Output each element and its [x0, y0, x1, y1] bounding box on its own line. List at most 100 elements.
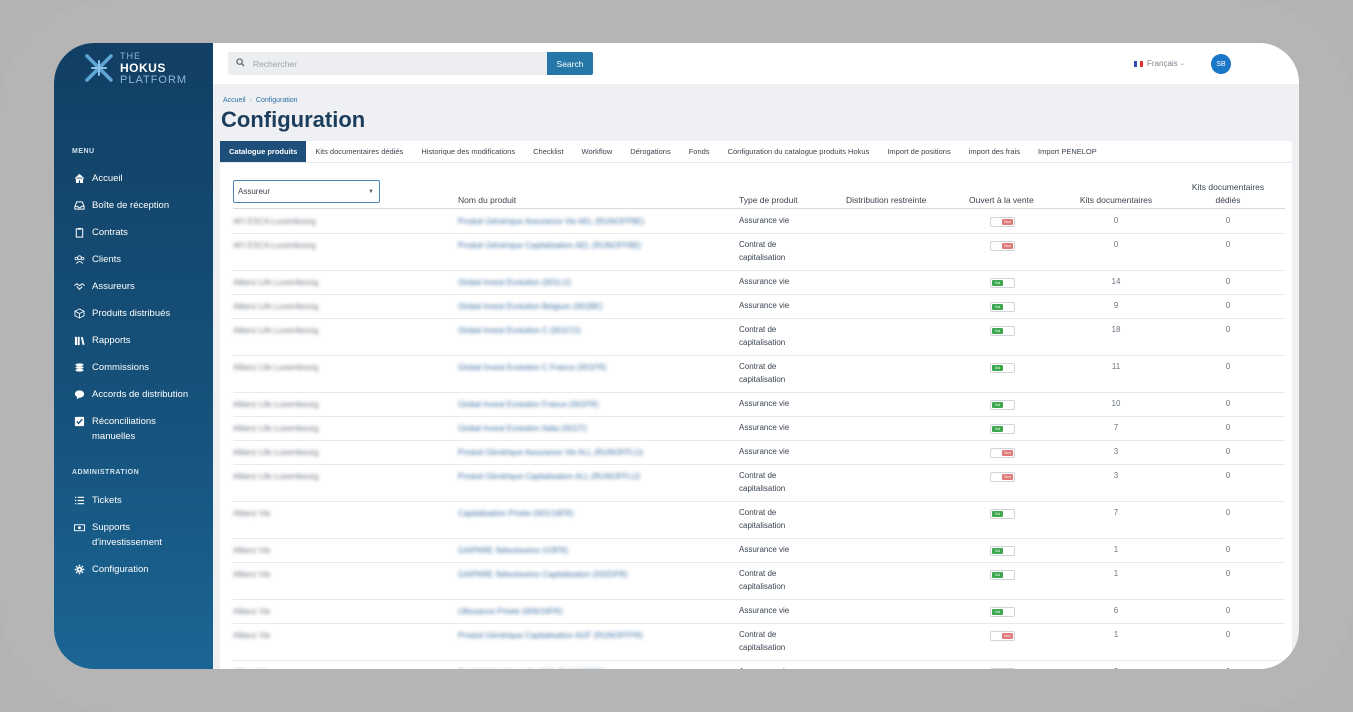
table-row[interactable]: Allianz Life Luxembourg Global Invest Evo…	[233, 319, 1285, 356]
tab-checklist[interactable]: Checklist	[533, 147, 564, 156]
header-ouvert-vente[interactable]: Ouvert à la vente	[969, 195, 1034, 205]
header-kits-dedies-line1[interactable]: Kits documentaires	[1191, 182, 1265, 192]
table-row[interactable]: Allianz Life Luxembourg Produit Générique…	[233, 465, 1285, 502]
table-row[interactable]: AFI ESCA Luxembourg Produit Générique Ass…	[233, 210, 1285, 234]
cell-product-name-link[interactable]: Produit Générique Assurance Vie AEL (RUN…	[458, 217, 645, 226]
breadcrumb-current[interactable]: Configuration	[255, 97, 298, 104]
table-row[interactable]: Allianz Life Luxembourg Produit Générique…	[233, 441, 1285, 465]
cell-product-name-link[interactable]: Produit Générique Capitalisation AGF (RU…	[458, 631, 643, 640]
table-row[interactable]: Allianz Vie Produit Générique Vie AGF (RU…	[233, 661, 1285, 669]
tab-import-penelop[interactable]: Import PENELOP	[1037, 147, 1097, 156]
cell-product-type: Contrat de	[739, 325, 777, 334]
header-kits-dedies-line2[interactable]: dédiés	[1215, 195, 1241, 205]
open-for-sale-toggle[interactable]: Oui	[990, 400, 1015, 410]
sidebar-item-clients[interactable]: Clients	[72, 252, 207, 267]
sidebar-item-tickets[interactable]: Tickets	[72, 493, 207, 508]
cell-product-name-link[interactable]: Produit Générique Vie AGF (RUNOFFFR)	[458, 666, 718, 669]
tab-fonds[interactable]: Fonds	[688, 147, 710, 156]
tab-configuration-catalogue-hokus[interactable]: Configuration du catalogue produits Hoku…	[727, 147, 870, 156]
cell-product-name-link[interactable]: Global Invest Evolution (001LU)	[458, 278, 571, 287]
open-for-sale-toggle[interactable]: Non	[990, 472, 1015, 482]
cell-product-name-link[interactable]: Global Invest Evolution C (001CO)	[458, 326, 581, 335]
table-row[interactable]: Allianz Life Luxembourg Global Invest Evo…	[233, 295, 1285, 319]
tab-workflow[interactable]: Workflow	[581, 147, 613, 156]
tab-catalogue-produits[interactable]: Catalogue produits	[220, 141, 307, 162]
table-row[interactable]: AFI ESCA Luxembourg Produit Générique Cap…	[233, 234, 1285, 271]
cell-product-name-link[interactable]: Capitalisation Privée (001/16FR)	[458, 509, 574, 518]
header-kits-documentaires[interactable]: Kits documentaires	[1079, 195, 1153, 205]
sidebar-item-accueil[interactable]: Accueil	[72, 171, 207, 186]
sidebar-item-configuration[interactable]: Configuration	[72, 562, 207, 577]
open-for-sale-toggle[interactable]: Non	[990, 668, 1015, 669]
table-row[interactable]: Allianz Vie Produit Générique Capitalisat…	[233, 624, 1285, 661]
table-row[interactable]: Allianz Life Luxembourg Global Invest Evo…	[233, 356, 1285, 393]
open-for-sale-toggle[interactable]: Oui	[990, 363, 1015, 373]
sidebar-item-label: Clients	[92, 254, 122, 265]
handshake-icon	[72, 281, 86, 292]
assureur-filter-select[interactable]: Assureur ▼	[233, 180, 380, 203]
open-for-sale-toggle[interactable]: Oui	[990, 570, 1015, 580]
sidebar-item-label: Produits distribués	[92, 308, 171, 319]
search-icon	[236, 58, 245, 69]
search-input[interactable]: Rechercher	[228, 52, 548, 75]
breadcrumb-home[interactable]: Accueil	[223, 97, 246, 104]
tab-historique-modifications[interactable]: Historique des modifications	[421, 147, 516, 156]
open-for-sale-toggle[interactable]: Oui	[990, 302, 1015, 312]
sidebar-item-rapports[interactable]: Rapports	[72, 333, 207, 348]
open-for-sale-toggle[interactable]: Non	[990, 631, 1015, 641]
open-for-sale-toggle[interactable]: Oui	[990, 278, 1015, 288]
cell-assureur: Allianz Life Luxembourg	[233, 326, 319, 335]
cell-product-name-link[interactable]: Produit Générique Capitalisation AEL (RU…	[458, 241, 642, 250]
table-row[interactable]: Allianz Vie GAIPARE Sélectissimo (V3FR) As…	[233, 539, 1285, 563]
open-for-sale-toggle[interactable]: Non	[990, 217, 1015, 227]
cell-kits-count: 7	[1113, 508, 1119, 517]
cell-product-name-link[interactable]: Produit Générique Capitalisation ALL (RU…	[458, 472, 641, 481]
open-for-sale-toggle[interactable]: Oui	[990, 326, 1015, 336]
table-row[interactable]: Allianz Vie Ultissance Privée (006/16FR) A…	[233, 600, 1285, 624]
tab-derogations[interactable]: Dérogations	[630, 147, 671, 156]
language-selector[interactable]: Français ⌄	[1134, 59, 1185, 68]
cell-kits-count: 0	[1113, 240, 1119, 249]
tab-kits-documentaires-dedies[interactable]: Kits documentaires dédiés	[315, 147, 404, 156]
toggle-knob: Oui	[992, 328, 1003, 334]
cell-product-name-link[interactable]: Global Invest Evolution C France (001FR)	[458, 363, 607, 372]
cell-product-name-link[interactable]: Global Invest Evolution Belgium (001BE)	[458, 302, 603, 311]
open-for-sale-toggle[interactable]: Oui	[990, 607, 1015, 617]
header-type-produit[interactable]: Type de produit	[739, 195, 798, 205]
header-nom-produit[interactable]: Nom du produit	[458, 195, 517, 205]
table-row[interactable]: Allianz Life Luxembourg Global Invest Evo…	[233, 417, 1285, 441]
sidebar-item-contrats[interactable]: Contrats	[72, 225, 207, 240]
cell-product-name-link[interactable]: Global Invest Evolution France (001FR)	[458, 400, 599, 409]
user-avatar[interactable]: SB	[1211, 54, 1231, 74]
sidebar-item-produits[interactable]: Produits distribués	[72, 306, 207, 321]
cell-product-name-link[interactable]: GAIPARE Sélectissimo Capitalisation (032…	[458, 570, 628, 579]
open-for-sale-toggle[interactable]: Oui	[990, 546, 1015, 556]
open-for-sale-toggle[interactable]: Oui	[990, 509, 1015, 519]
toggle-knob: Oui	[992, 426, 1003, 432]
table-row[interactable]: Allianz Vie Capitalisation Privée (001/16…	[233, 502, 1285, 539]
cell-assureur: AFI ESCA Luxembourg	[233, 241, 316, 250]
tab-import-frais[interactable]: import des frais	[968, 147, 1020, 156]
open-for-sale-toggle[interactable]: Oui	[990, 424, 1015, 434]
search-button[interactable]: Search	[547, 52, 593, 75]
sidebar-item-assureurs[interactable]: Assureurs	[72, 279, 207, 294]
table-row[interactable]: Allianz Life Luxembourg Global Invest Evo…	[233, 393, 1285, 417]
hokus-logo[interactable]: THE HOKUS PLATFORM	[84, 51, 194, 87]
table-row[interactable]: Allianz Vie GAIPARE Sélectissimo Capitali…	[233, 563, 1285, 600]
toggle-knob: Non	[1002, 474, 1013, 480]
header-distribution-restreinte[interactable]: Distribution restreinte	[846, 195, 927, 205]
cell-product-name-link[interactable]: Produit Générique Assurance Vie ALL (RUN…	[458, 448, 643, 457]
cell-product-name-link[interactable]: Ultissance Privée (006/16FR)	[458, 607, 563, 616]
open-for-sale-toggle[interactable]: Non	[990, 241, 1015, 251]
sidebar-item-supports[interactable]: Supports d'investissement	[72, 520, 172, 550]
sidebar-item-reconciliations[interactable]: Réconciliations manuelles	[72, 414, 192, 444]
table-row[interactable]: Allianz Life Luxembourg Global Invest Evo…	[233, 271, 1285, 295]
sidebar-item-accords[interactable]: Accords de distribution	[72, 387, 207, 402]
cell-product-name-link[interactable]: GAIPARE Sélectissimo (V3FR)	[458, 546, 569, 555]
open-for-sale-toggle[interactable]: Non	[990, 448, 1015, 458]
cube-icon	[72, 308, 86, 319]
cell-product-name-link[interactable]: Global Invest Evolution Italia (001IT)	[458, 424, 587, 433]
sidebar-item-inbox[interactable]: Boîte de réception	[72, 198, 207, 213]
tab-import-positions[interactable]: Import de positions	[887, 147, 951, 156]
sidebar-item-commissions[interactable]: Commissions	[72, 360, 207, 375]
